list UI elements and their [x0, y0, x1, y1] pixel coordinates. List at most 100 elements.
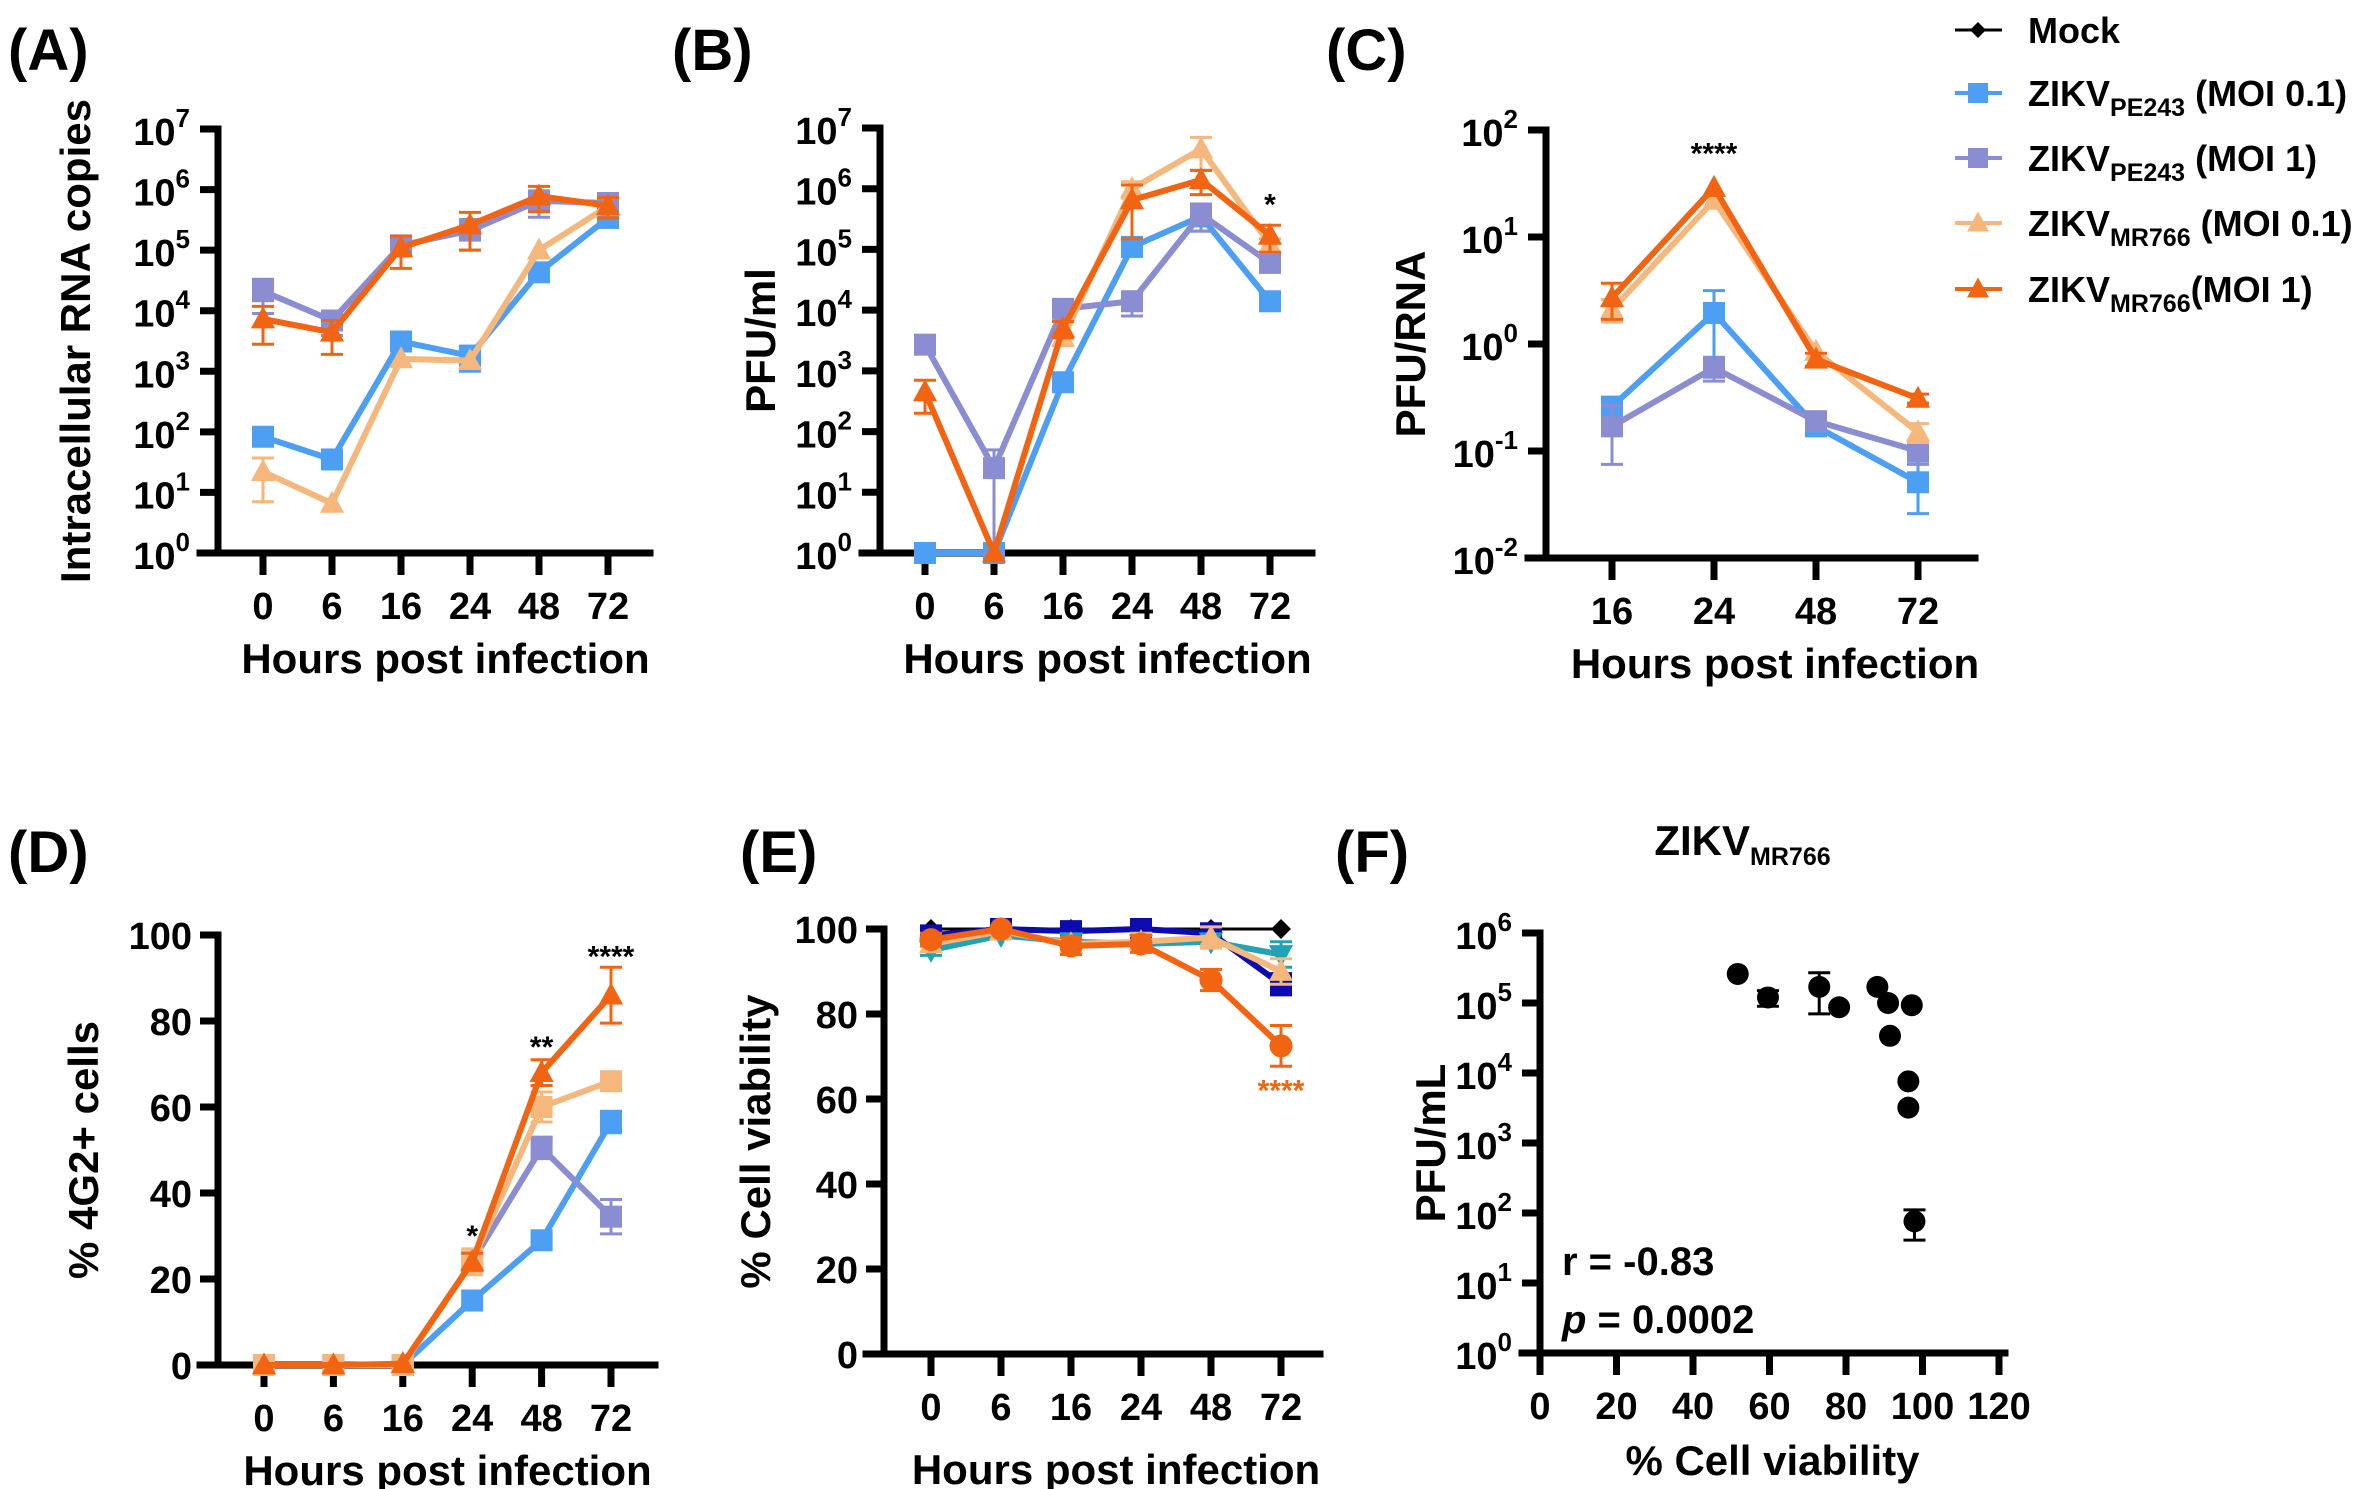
y-tick-label: 105	[1455, 977, 1512, 1028]
data-point	[1907, 440, 1929, 462]
data-point	[321, 1352, 346, 1375]
x-tick-label: 72	[1249, 586, 1291, 628]
legend-item: ZIKVMR766 (MOI 0.1)	[1955, 203, 2353, 252]
significance-marker: ****	[1258, 1075, 1305, 1108]
y-ticks: 0 20 40 60 80 100	[129, 916, 218, 1388]
y-axis-title: % 4G2+ cells	[60, 1021, 107, 1279]
data-point	[461, 1289, 484, 1312]
x-tick-label: 0	[914, 586, 935, 628]
data-point	[1878, 1024, 1901, 1047]
series-zikv-mr766-moi-0-1-	[1050, 135, 1283, 348]
data-point	[1129, 932, 1153, 956]
series-line	[1609, 309, 1920, 485]
series-line	[262, 193, 609, 336]
data-point	[1905, 419, 1931, 442]
series-zikv-pe243-moi-0-1-	[1601, 289, 1929, 516]
legend-label: Mock	[2028, 10, 2121, 51]
data-point	[1052, 371, 1074, 394]
data-point	[1599, 285, 1625, 308]
data-point	[526, 183, 552, 206]
data-point	[390, 330, 412, 353]
series-line	[1610, 364, 1919, 454]
series-line	[264, 1120, 614, 1368]
panel-label: (C)	[1326, 18, 1407, 83]
series-zikv-pe243-moi-1-	[253, 1135, 622, 1376]
data-point	[1268, 945, 1294, 968]
y-tick-label: 101	[133, 466, 190, 517]
scatter-points	[1726, 962, 1926, 1242]
series-line	[264, 993, 614, 1368]
y-axis-title: % Cell viability	[732, 994, 779, 1289]
correlation-p: p = 0.0002	[1561, 1298, 1754, 1342]
series-zikv-mr766-moi-1-	[912, 167, 1283, 563]
data-point	[1897, 1096, 1920, 1119]
series-zikv-pe243-moi-0-1-	[253, 1109, 622, 1376]
data-point	[1803, 346, 1829, 369]
y-tick-label: 102	[133, 406, 190, 457]
x-tick-label: 48	[1795, 591, 1837, 633]
data-point	[250, 459, 276, 482]
data-point	[390, 1351, 415, 1374]
y-tick-label: 10-1	[1453, 425, 1518, 476]
data-point	[529, 1059, 554, 1082]
y-tick-label: 107	[133, 103, 190, 154]
panel-a: (A) 100 101 102 103 104 105 106 107 Intracellular…	[8, 18, 654, 682]
data-point	[530, 1096, 553, 1118]
significance-marker: ****	[588, 941, 635, 974]
data-point	[1701, 174, 1727, 197]
series-zikv-mr766-moi-1-	[919, 917, 1293, 1068]
y-axis-title: Intracellular RNA copies	[52, 99, 99, 583]
y-tick-label: 102	[795, 406, 852, 457]
x-tick-label: 72	[1260, 1387, 1302, 1429]
data-point	[250, 306, 276, 329]
y-tick-label: 103	[1455, 1117, 1512, 1168]
x-tick-label: 0	[1529, 1386, 1550, 1428]
x-axis-title: Hours post infection	[243, 1447, 651, 1489]
data-point	[1866, 975, 1889, 998]
triangle-marker-icon	[1967, 277, 1989, 298]
y-tick-label: 100	[795, 910, 858, 952]
data-point	[1271, 919, 1291, 939]
data-point	[914, 542, 936, 564]
data-point	[1905, 385, 1931, 408]
significance-marker: ****	[1691, 138, 1738, 171]
data-point	[1257, 222, 1283, 245]
x-tick-label: 48	[518, 586, 560, 628]
significance-marker: *	[466, 1220, 478, 1253]
x-axis-title: Hours post infection	[241, 635, 649, 682]
x-tick-label: 16	[1050, 1387, 1092, 1429]
x-ticks: 0 6 16 24 48 72	[253, 1365, 632, 1440]
x-tick-label: 24	[1693, 591, 1735, 633]
legend-item: Mock	[1955, 10, 2121, 51]
data-point	[1805, 410, 1827, 433]
x-ticks: 0 6 16 24 48 72	[914, 553, 1291, 628]
y-tick-label: 106	[795, 163, 852, 214]
y-axis-title: PFU/RNA	[1387, 251, 1434, 438]
x-tick-label: 48	[520, 1398, 562, 1440]
x-tick-label: 16	[1591, 591, 1633, 633]
y-tick-label: 101	[1461, 211, 1518, 262]
data-point	[595, 193, 621, 216]
y-tick-label: 105	[133, 224, 190, 275]
legend-item: ZIKVMR766(MOI 1)	[1955, 269, 2313, 318]
triangle-marker-icon	[1967, 211, 1989, 232]
legend-label: ZIKVMR766 (MOI 0.1)	[2028, 203, 2353, 252]
panel-e: (E) 0 20 40 60 80 100 % Cell viability 0 6 16 24 48 7…	[732, 820, 1324, 1489]
data-point	[1907, 471, 1929, 494]
data-point	[1188, 136, 1214, 159]
series-line	[262, 215, 610, 463]
y-tick-label: 104	[1455, 1047, 1512, 1098]
data-point	[1119, 187, 1145, 210]
correlation-r: r = -0.83	[1562, 1240, 1714, 1284]
y-tick-label: 60	[816, 1080, 858, 1122]
series-zikv-mr766-moi-1-	[250, 183, 621, 356]
data-point	[388, 346, 414, 369]
data-point	[598, 982, 624, 1005]
data-point	[1703, 301, 1725, 324]
y-tick-label: 106	[133, 164, 190, 215]
data-point	[251, 1352, 277, 1375]
y-tick-label: 0	[837, 1335, 858, 1377]
y-ticks: 10-2 10-1 100 101 102	[1453, 104, 1546, 583]
data-point	[1808, 975, 1831, 998]
